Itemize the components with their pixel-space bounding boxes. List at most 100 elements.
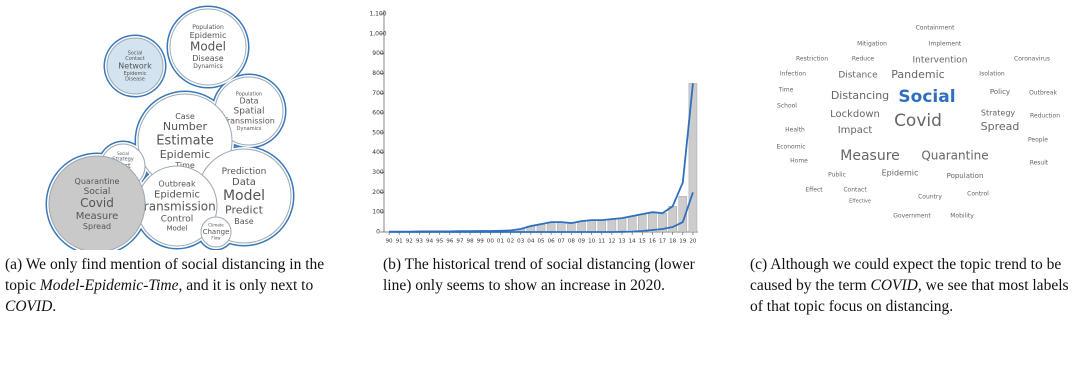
bubble-word: Transmission: [222, 116, 275, 125]
x-tick-label: 09: [578, 239, 586, 245]
bubble-word: Spread: [83, 222, 111, 231]
cloud-word: Government: [893, 213, 931, 220]
bubble-word: Number: [163, 120, 208, 133]
bar: [557, 221, 566, 233]
x-tick-label: 07: [558, 239, 566, 245]
bubble-word: Flow: [211, 235, 221, 240]
cloud-word: Reduction: [1030, 113, 1060, 120]
x-tick-label: 05: [537, 239, 545, 245]
cloud-word: Distancing: [831, 89, 889, 102]
y-tick-label: 300: [372, 169, 384, 176]
x-tick-label: 08: [568, 239, 576, 245]
bubble-word: Spatial: [234, 107, 265, 117]
cloud-word: Reduce: [852, 56, 875, 63]
cloud-word: Effective: [849, 199, 871, 205]
caption-text: , we see that most labels of that topic …: [750, 277, 1069, 315]
cloud-word: Spread: [981, 120, 1020, 133]
cloud-word: Health: [785, 127, 805, 134]
bubble: [106, 37, 164, 95]
x-tick-label: 90: [386, 239, 394, 245]
bubble-word: Case: [175, 112, 195, 121]
y-tick-label: 800: [372, 70, 384, 77]
caption-text: COVID: [5, 298, 53, 315]
bubble-word: Quarantine: [75, 177, 120, 186]
bubble-word: Social: [117, 151, 129, 156]
cloud-word: Covid: [894, 111, 942, 131]
bubble-word: Disease: [125, 77, 145, 83]
cloud-word: Restriction: [796, 56, 828, 63]
x-tick-label: 01: [497, 239, 505, 245]
bubble-word: Strategy: [112, 157, 133, 163]
caption-text: (c) Although we could expect the topic t…: [750, 256, 1062, 294]
x-tick-label: 91: [396, 239, 404, 245]
cloud-word: Home: [790, 158, 808, 165]
bubble-word: Population: [192, 24, 224, 31]
bubble-word: Covid: [80, 196, 114, 210]
cloud-word: Contact: [843, 187, 867, 194]
x-tick-label: 98: [467, 239, 475, 245]
caption-text: Model-Epidemic-Time: [39, 277, 179, 294]
x-tick-label: 17: [659, 239, 667, 245]
x-tick-label: 94: [426, 239, 434, 245]
bubble-word: Network: [118, 62, 152, 71]
bubble: [169, 8, 247, 86]
bubble-word: Data: [232, 177, 256, 188]
cloud-word: Mobility: [950, 213, 974, 220]
y-tick-label: 400: [372, 149, 384, 156]
bar: [617, 217, 627, 233]
y-tick-label: 1,100: [369, 11, 386, 18]
bubble-word: Population: [236, 91, 262, 97]
y-tick-label: 900: [372, 50, 384, 57]
bubble-word: Epidemic: [190, 31, 227, 40]
figure-graphics: PopulationEpidemicModelDiseaseDynamicsSo…: [45, 5, 1060, 250]
bubble-word: Model: [190, 40, 226, 54]
bar: [577, 220, 586, 233]
bubble-word: Measure: [76, 211, 119, 222]
cloud-word: Implement: [929, 41, 962, 48]
bubble-word: Outbreak: [158, 180, 196, 189]
bubble-word: Time: [174, 161, 195, 170]
bubble-word: Prediction: [222, 167, 267, 177]
y-tick-label: 600: [372, 110, 384, 117]
x-tick-label: 13: [618, 239, 626, 245]
cloud-word: Public: [828, 172, 846, 179]
cloud-word: Measure: [840, 148, 900, 164]
bubble-word: Dynamics: [237, 126, 262, 132]
cloud-word: Mitigation: [857, 41, 887, 48]
x-tick-label: 03: [517, 239, 525, 245]
y-tick-label: 700: [372, 90, 384, 97]
bubble-word: Dynamics: [193, 63, 223, 70]
bubble-word: Transmission: [137, 200, 216, 214]
cloud-word: Control: [967, 191, 989, 198]
bar: [607, 218, 617, 233]
cloud-word: Impact: [838, 125, 873, 136]
x-tick-label: 96: [446, 239, 454, 245]
cloud-word: School: [777, 103, 797, 110]
x-tick-label: 93: [416, 239, 424, 245]
cloud-word: Lockdown: [830, 109, 880, 120]
caption-text: (b) The historical trend of social dista…: [383, 256, 695, 294]
x-tick-label: 04: [527, 239, 535, 245]
cloud-word: Outbreak: [1029, 90, 1057, 97]
y-tick-label: 500: [372, 129, 384, 136]
y-tick-label: 1,000: [369, 30, 386, 37]
x-tick-label: 19: [679, 239, 687, 245]
x-tick-label: 99: [477, 239, 485, 245]
x-tick-label: 97: [456, 239, 464, 245]
bubble-word: Model: [223, 188, 265, 204]
bubble-word: Climate: [208, 223, 224, 228]
y-tick-label: 200: [372, 189, 384, 196]
bubble-word: Control: [161, 215, 194, 225]
bar: [546, 221, 556, 233]
cloud-word: Quarantine: [921, 149, 988, 163]
bubble-word: Contact: [125, 56, 144, 62]
x-tick-label: 95: [436, 239, 444, 245]
bubble-word: Social: [128, 50, 143, 56]
x-tick-label: 12: [608, 239, 615, 245]
x-tick-label: 00: [487, 239, 495, 245]
bubble-word: Epidemic: [154, 190, 200, 201]
cloud-word: Epidemic: [882, 169, 919, 178]
bubble-word: Disease: [192, 54, 224, 63]
y-tick-label: 100: [372, 209, 384, 216]
